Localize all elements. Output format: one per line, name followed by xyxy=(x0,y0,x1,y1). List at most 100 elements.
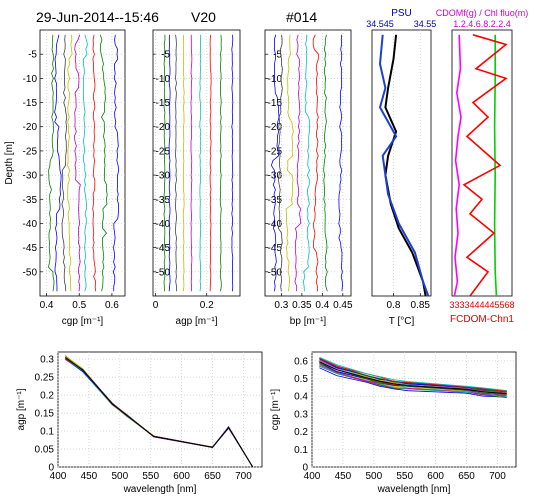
profile-line xyxy=(99,34,108,292)
x-tick-label: 550 xyxy=(396,471,413,482)
y-tick-label: -35 xyxy=(156,195,171,206)
x-tick-label: 0.6 xyxy=(105,300,119,311)
series-line-t xyxy=(384,34,427,297)
profile-line xyxy=(312,34,319,292)
y-axis-label: agp [m⁻¹] xyxy=(16,388,27,430)
x-tick-label: 0.45 xyxy=(333,300,353,311)
title-date: 29-Jun-2014--15:46 xyxy=(36,9,159,25)
profile-line xyxy=(285,34,294,292)
y-tick-label: 0.2 xyxy=(294,427,308,438)
y-tick-label: -50 xyxy=(156,267,171,278)
profile-line xyxy=(73,34,81,292)
profile-line xyxy=(92,34,97,292)
x-tick-label: 700 xyxy=(235,471,252,482)
x-axis-label: bp [m⁻¹] xyxy=(290,316,327,327)
profile-line xyxy=(163,34,166,292)
x-tick-label: 600 xyxy=(173,471,190,482)
y-tick-label: -10 xyxy=(268,74,283,85)
x-tick-label: 650 xyxy=(204,471,221,482)
y-tick-label: -45 xyxy=(156,243,171,254)
x-axis-label: T [°C] xyxy=(389,316,415,327)
profile-line xyxy=(61,34,68,292)
x-tick-label: 700 xyxy=(489,471,506,482)
y-tick-label: -5 xyxy=(273,50,282,61)
y-tick-label: 0.05 xyxy=(35,445,55,456)
profile-line xyxy=(219,34,222,292)
x-tick-label: 0.3 xyxy=(274,300,288,311)
y-tick-label: 0.4 xyxy=(294,392,308,403)
profile-line xyxy=(47,34,55,292)
y-tick-label: 0 xyxy=(302,463,308,474)
profile-line xyxy=(82,34,88,292)
y-tick-label: 0.5 xyxy=(294,374,308,385)
profile-line xyxy=(294,34,302,292)
y-tick-label: -5 xyxy=(28,50,37,61)
y-tick-label: -10 xyxy=(156,74,171,85)
y-tick-label: -50 xyxy=(23,267,38,278)
y-tick-label: -15 xyxy=(156,98,171,109)
y-tick-label: 0.3 xyxy=(40,355,54,366)
figure-header: 29-Jun-2014--15:46 V20 #014 xyxy=(0,0,534,30)
y-tick-label: -10 xyxy=(23,74,38,85)
y-tick-label: -50 xyxy=(268,267,283,278)
x-tick-label: 650 xyxy=(458,471,475,482)
top-tick-label: 34.545 xyxy=(366,19,394,29)
title-station: V20 xyxy=(191,9,216,25)
series-line-chl-fluo xyxy=(493,34,498,297)
top-tick-label: 1.2.4.6.8.2.2.4 xyxy=(453,19,511,29)
title-cast: #014 xyxy=(286,9,318,25)
spectrum-line xyxy=(319,357,507,392)
y-tick-label: -20 xyxy=(156,122,171,133)
x-tick-label: 450 xyxy=(81,471,98,482)
fdom-chl-profile-axes xyxy=(451,29,513,297)
x-tick-label: 0 xyxy=(153,300,159,311)
x-tick-label: 450 xyxy=(335,471,352,482)
profile-line xyxy=(175,34,177,292)
x-axis-label: wavelength [nm] xyxy=(377,484,451,495)
y-tick-label: 0.15 xyxy=(35,409,55,420)
y-axis-label: cgp [m⁻¹] xyxy=(270,389,281,431)
x-tick-label: 0.2 xyxy=(200,300,214,311)
bottom-tick-label: 3333444445568 xyxy=(449,300,514,310)
x-tick-label: 400 xyxy=(50,471,67,482)
y-tick-label: -40 xyxy=(23,219,38,230)
profile-line xyxy=(231,34,234,292)
spectrum-line xyxy=(319,356,507,391)
x-tick-label: 400 xyxy=(304,471,321,482)
profile-line xyxy=(302,34,311,292)
y-tick-label: -25 xyxy=(268,146,283,157)
y-tick-label: 0.3 xyxy=(294,409,308,420)
y-tick-label: 0.25 xyxy=(35,373,55,384)
y-tick-label: -35 xyxy=(23,195,38,206)
y-tick-label: -5 xyxy=(161,50,170,61)
series-line-cdomf xyxy=(453,34,462,297)
x-tick-label: 0.4 xyxy=(40,300,54,311)
x-tick-label: 500 xyxy=(111,471,128,482)
x-axis-label: agp [m⁻¹] xyxy=(176,316,218,327)
x-tick-label: 500 xyxy=(365,471,382,482)
series-line-fcdom-chn1 xyxy=(462,34,508,297)
spectrum-line xyxy=(319,367,507,398)
y-tick-label: 0.1 xyxy=(40,427,54,438)
y-axis-label: Depth [m] xyxy=(4,141,15,185)
x-axis-label: FCDOM-Chn1 xyxy=(450,314,514,325)
profile-line xyxy=(67,34,73,292)
x-tick-label: 0.8 xyxy=(387,300,401,311)
y-tick-label: -40 xyxy=(156,219,171,230)
y-tick-label: -15 xyxy=(23,98,38,109)
y-tick-label: -15 xyxy=(268,98,283,109)
x-tick-label: 0.4 xyxy=(315,300,329,311)
y-tick-label: 0.2 xyxy=(40,391,54,402)
profile-line xyxy=(168,34,171,292)
agp-spectrum-axes xyxy=(57,351,263,468)
x-axis-label: wavelength [nm] xyxy=(123,484,197,495)
x-axis-label: cgp [m⁻¹] xyxy=(62,316,104,327)
x-tick-label: 0.35 xyxy=(292,300,312,311)
y-tick-label: -30 xyxy=(23,171,38,182)
y-tick-label: -25 xyxy=(156,146,171,157)
x-tick-label: 600 xyxy=(427,471,444,482)
profile-line xyxy=(54,34,62,292)
y-tick-label: 0.6 xyxy=(294,356,308,367)
